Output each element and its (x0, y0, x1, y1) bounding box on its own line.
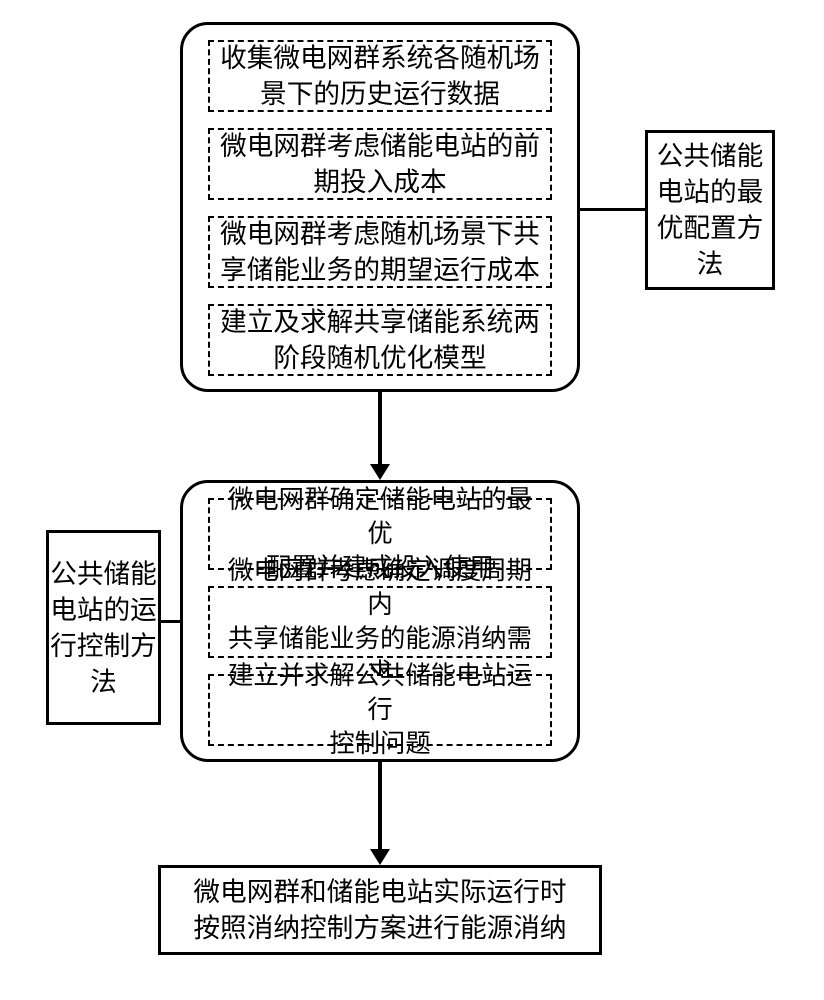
block-2-step-3-text: 建立并求解公共储能电站运行 控制问题 (218, 659, 542, 762)
arrow-2-shaft (378, 762, 382, 849)
block-2-step-2: 微电网群考虑确定调度周期内 共享储能业务的能源消纳需求 (208, 586, 552, 658)
arrow-2-head (370, 849, 390, 865)
block-2-label-text: 公共储能 电站的运 行控制方 法 (50, 556, 157, 700)
block-1-step-1: 收集微电网群系统各随机场 景下的历史运行数据 (208, 40, 552, 112)
block-1-step-3: 微电网群考虑随机场景下共 享储能业务的期望运行成本 (208, 216, 552, 288)
block-3-text: 微电网群和储能电站实际运行时 按照消纳控制方案进行能源消纳 (193, 874, 566, 946)
block-2-label-box: 公共储能 电站的运 行控制方 法 (46, 530, 161, 725)
block-2-label-connector (161, 620, 180, 623)
flowchart-canvas: 收集微电网群系统各随机场 景下的历史运行数据 微电网群考虑储能电站的前 期投入成… (0, 0, 824, 1000)
arrow-1-head (370, 464, 390, 480)
block-3-final: 微电网群和储能电站实际运行时 按照消纳控制方案进行能源消纳 (158, 865, 602, 955)
block-2-step-3: 建立并求解公共储能电站运行 控制问题 (208, 674, 552, 746)
block-1-step-4: 建立及求解共享储能系统两 阶段随机优化模型 (208, 304, 552, 376)
block-1-step-2: 微电网群考虑储能电站的前 期投入成本 (208, 128, 552, 200)
arrow-1-shaft (378, 392, 382, 464)
block-1-label-text: 公共储能 电站的最 优配置方 法 (657, 138, 764, 282)
block-1-label-connector (580, 208, 645, 211)
block-1-step-4-text: 建立及求解共享储能系统两 阶段随机优化模型 (220, 304, 540, 376)
block-1-step-1-text: 收集微电网群系统各随机场 景下的历史运行数据 (220, 40, 540, 112)
block-1-step-2-text: 微电网群考虑储能电站的前 期投入成本 (220, 128, 540, 200)
block-1-label-box: 公共储能 电站的最 优配置方 法 (645, 130, 775, 290)
block-1-step-3-text: 微电网群考虑随机场景下共 享储能业务的期望运行成本 (220, 216, 540, 288)
